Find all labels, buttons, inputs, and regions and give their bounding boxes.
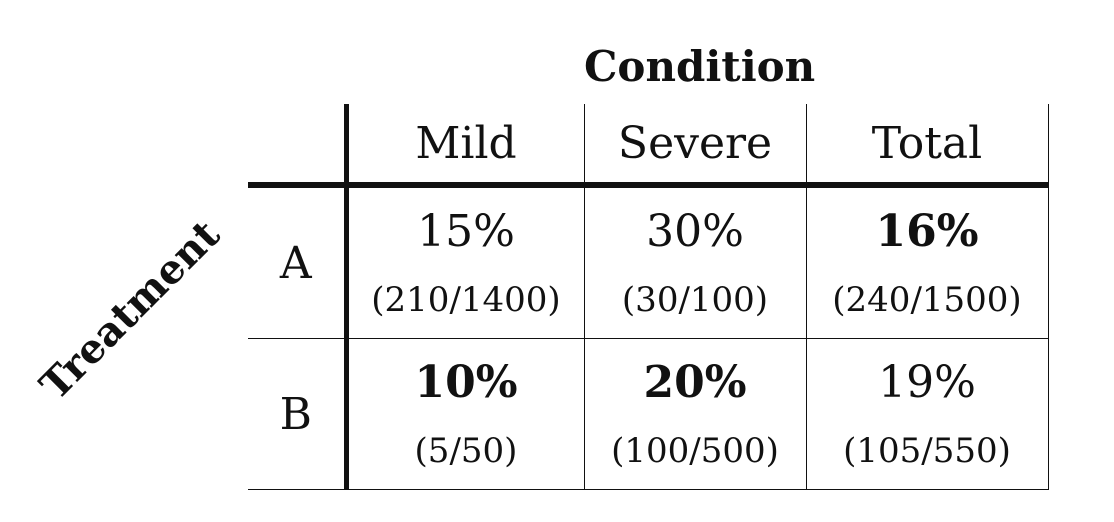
- row-label-a: A: [248, 185, 349, 339]
- cell-fraction: (5/50): [414, 431, 518, 471]
- contingency-table: Mild Severe Total A 15% (210/1400) 30% (…: [248, 104, 1049, 490]
- column-group-title: Condition: [584, 42, 816, 91]
- cell-fraction: (240/1500): [832, 280, 1022, 320]
- column-header-severe: Severe: [584, 104, 807, 188]
- cell-percentage: 10%: [414, 357, 518, 408]
- cell-a-severe: 30% (30/100): [584, 185, 807, 339]
- cell-fraction: (30/100): [621, 280, 769, 320]
- cell-percentage: 20%: [643, 357, 747, 408]
- column-header-total: Total: [806, 104, 1049, 188]
- cell-percentage: 19%: [878, 357, 976, 408]
- cell-percentage: 16%: [875, 206, 979, 257]
- cell-fraction: (100/500): [611, 431, 779, 471]
- cell-b-mild: 10% (5/50): [346, 338, 585, 490]
- cell-b-severe: 20% (100/500): [584, 338, 807, 490]
- cell-percentage: 15%: [417, 206, 515, 257]
- corner-cell: [248, 104, 349, 188]
- table-row-a: A 15% (210/1400) 30% (30/100) 16% (240/1…: [248, 185, 1049, 339]
- cell-fraction: (210/1400): [371, 280, 561, 320]
- row-group-title: Treatment: [30, 210, 230, 410]
- cell-b-total: 19% (105/550): [806, 338, 1049, 490]
- cell-a-total: 16% (240/1500): [806, 185, 1049, 339]
- header-row: Mild Severe Total: [248, 104, 1049, 188]
- table-row-b: B 10% (5/50) 20% (100/500) 19% (105/550): [248, 338, 1049, 490]
- row-label-b: B: [248, 338, 349, 490]
- cell-a-mild: 15% (210/1400): [346, 185, 585, 339]
- cell-fraction: (105/550): [843, 431, 1011, 471]
- cell-percentage: 30%: [646, 206, 744, 257]
- column-header-mild: Mild: [346, 104, 585, 188]
